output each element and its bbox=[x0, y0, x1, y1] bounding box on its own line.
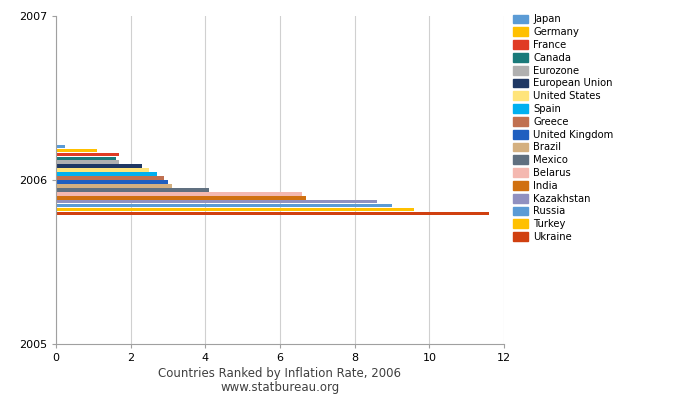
Bar bbox=[56, 153, 120, 156]
Bar bbox=[56, 200, 377, 204]
Bar bbox=[56, 160, 120, 164]
Bar bbox=[56, 188, 209, 192]
Bar bbox=[56, 184, 172, 188]
Bar bbox=[56, 168, 149, 172]
Text: www.statbureau.org: www.statbureau.org bbox=[220, 382, 340, 394]
Bar bbox=[56, 208, 414, 211]
Bar bbox=[56, 145, 65, 148]
Bar bbox=[56, 204, 392, 207]
Bar bbox=[56, 212, 489, 215]
Bar bbox=[56, 149, 97, 152]
Bar bbox=[56, 196, 306, 200]
Legend: Japan, Germany, France, Canada, Eurozone, European Union, United States, Spain, : Japan, Germany, France, Canada, Eurozone… bbox=[514, 14, 614, 242]
Bar bbox=[56, 172, 157, 176]
Bar bbox=[56, 156, 116, 160]
Bar bbox=[56, 176, 164, 180]
Bar bbox=[56, 164, 142, 168]
Bar bbox=[56, 180, 168, 184]
Text: Countries Ranked by Inflation Rate, 2006: Countries Ranked by Inflation Rate, 2006 bbox=[158, 368, 402, 380]
Bar bbox=[56, 192, 302, 196]
